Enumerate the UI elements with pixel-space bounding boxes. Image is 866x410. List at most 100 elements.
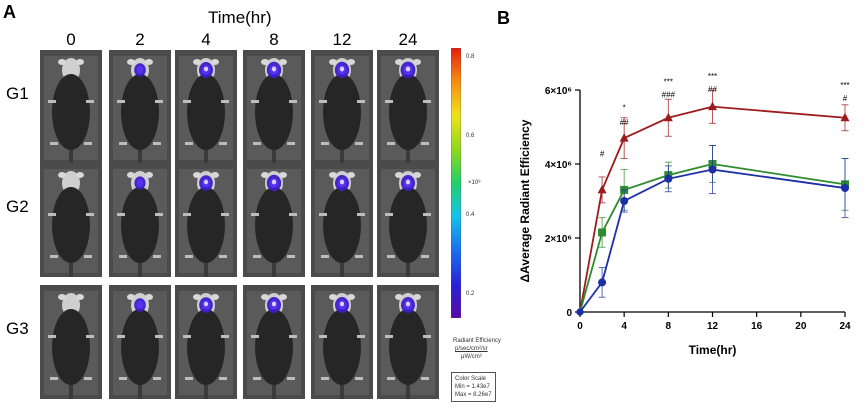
- x-axis-label: Time(hr): [689, 343, 737, 357]
- time-label: 24: [398, 30, 418, 49]
- series-line: [579, 105, 846, 313]
- mouse-silhouette: [311, 50, 373, 164]
- mouse-silhouette: [175, 163, 237, 277]
- data-point: [576, 308, 584, 316]
- significance-annotation: #: [600, 150, 605, 159]
- colorbar-tick-label: 0.6: [466, 133, 475, 140]
- colorbar-units-bottom: μW/cm²: [461, 354, 482, 360]
- colorbar-units-top: p/sec/cm²/sr: [455, 346, 488, 352]
- data-point: [664, 174, 673, 183]
- line-chart: 0 4 8 12 16 20 24 0 2×10⁶ 4×10⁶ 6×10⁶ Time(hr) ΔAver…: [518, 72, 851, 357]
- panel-b-letter: B: [497, 8, 510, 28]
- significance-annotation: ###: [662, 90, 676, 99]
- mouse-silhouette: [40, 50, 102, 164]
- mouse-image: [40, 163, 102, 277]
- data-point: [597, 184, 607, 194]
- mouse-image: [311, 163, 373, 277]
- time-label: 4: [201, 30, 211, 49]
- data-point: [620, 197, 629, 205]
- mouse-silhouette: [377, 50, 439, 164]
- colorbar-tick-label: 0.8: [466, 54, 475, 61]
- mouse-silhouette: [243, 50, 305, 164]
- mouse-silhouette: [377, 163, 439, 277]
- color-scale-title: Color Scale: [455, 376, 487, 382]
- series-line: [579, 163, 846, 313]
- x-tick-label: 12: [707, 321, 719, 332]
- time-label: 2: [135, 30, 145, 49]
- mouse-image: [109, 50, 171, 164]
- time-label: 0: [66, 30, 76, 49]
- colorbar: [450, 47, 462, 319]
- x-tick-label: 0: [577, 321, 583, 332]
- group-label: G1: [6, 84, 29, 103]
- data-point: [598, 278, 607, 287]
- color-scale-box: Color Scale Min = 1.43e7 Max = 8.26e7: [451, 372, 496, 402]
- time-label: 8: [269, 30, 279, 49]
- x-tick-label: 8: [666, 321, 672, 332]
- data-point: [598, 228, 607, 237]
- data-point: [619, 133, 629, 142]
- data-point: [840, 112, 850, 122]
- group-label: G2: [6, 197, 29, 216]
- y-tick-label: 2×10⁶: [545, 234, 572, 245]
- y-axis-label: ΔAverage Radiant Efficiency: [518, 119, 532, 282]
- mouse-silhouette: [311, 163, 373, 277]
- mouse-image: [175, 50, 237, 164]
- y-tick-label: 0: [566, 308, 572, 319]
- mouse-silhouette: [243, 285, 305, 399]
- data-point: [708, 101, 717, 111]
- y-tick-label: 4×10⁶: [545, 160, 572, 171]
- x-tick-label: 20: [795, 321, 807, 332]
- colorbar-tick-label: 0.2: [466, 291, 475, 298]
- mouse-silhouette: [109, 50, 171, 164]
- significance-annotation: ***: [664, 77, 673, 86]
- mouse-silhouette: [109, 163, 171, 277]
- data-point: [708, 165, 717, 174]
- mouse-image: [109, 285, 171, 399]
- significance-annotation: *: [623, 103, 626, 112]
- mouse-image: [243, 50, 305, 164]
- mouse-image: [40, 285, 102, 399]
- mouse-silhouette: [311, 285, 373, 399]
- colorbar-title-text: Radiant Efficiency: [453, 338, 501, 344]
- group-label: G3: [6, 319, 29, 338]
- mouse-silhouette: [175, 50, 237, 164]
- y-tick-label: 6×10⁶: [545, 86, 572, 97]
- panel-a-letter: A: [3, 2, 16, 22]
- color-scale-max: Max = 8.26e7: [455, 392, 492, 398]
- mouse-image: [377, 50, 439, 164]
- mouse-image: [243, 163, 305, 277]
- significance-annotation: ***: [708, 72, 717, 81]
- mouse-image: [40, 50, 102, 164]
- mouse-image: [311, 285, 373, 399]
- time-label: 12: [332, 30, 352, 49]
- colorbar-title: Radiant Efficiency p/sec/cm²/sr μW/cm²: [453, 337, 501, 361]
- significance-annotation: ***: [840, 81, 849, 90]
- mouse-image: [243, 285, 305, 399]
- mouse-image: [377, 285, 439, 399]
- x-tick-label: 24: [839, 321, 851, 332]
- mouse-silhouette: [40, 163, 102, 277]
- colorbar-gradient: [450, 47, 462, 319]
- colorbar-exponent: ×10⁸: [468, 180, 481, 186]
- mouse-image: [109, 163, 171, 277]
- data-point: [663, 112, 673, 122]
- mouse-silhouette: [109, 285, 171, 399]
- mouse-silhouette: [40, 285, 102, 399]
- mouse-silhouette: [243, 163, 305, 277]
- significance-annotation: ##: [708, 85, 717, 94]
- color-scale-min: Min = 1.43e7: [455, 384, 490, 390]
- mouse-image: [311, 50, 373, 164]
- mouse-image: [175, 163, 237, 277]
- mouse-image: [175, 285, 237, 399]
- time-axis-title: Time(hr): [208, 8, 272, 27]
- data-point: [841, 184, 849, 193]
- x-tick-label: 4: [621, 321, 627, 332]
- significance-annotation: #: [843, 94, 848, 103]
- x-tick-label: 16: [751, 321, 763, 332]
- significance-annotation: ##: [620, 118, 629, 127]
- colorbar-tick-label: 0.4: [466, 212, 475, 219]
- mouse-silhouette: [175, 285, 237, 399]
- series-line: [579, 168, 846, 313]
- mouse-image: [377, 163, 439, 277]
